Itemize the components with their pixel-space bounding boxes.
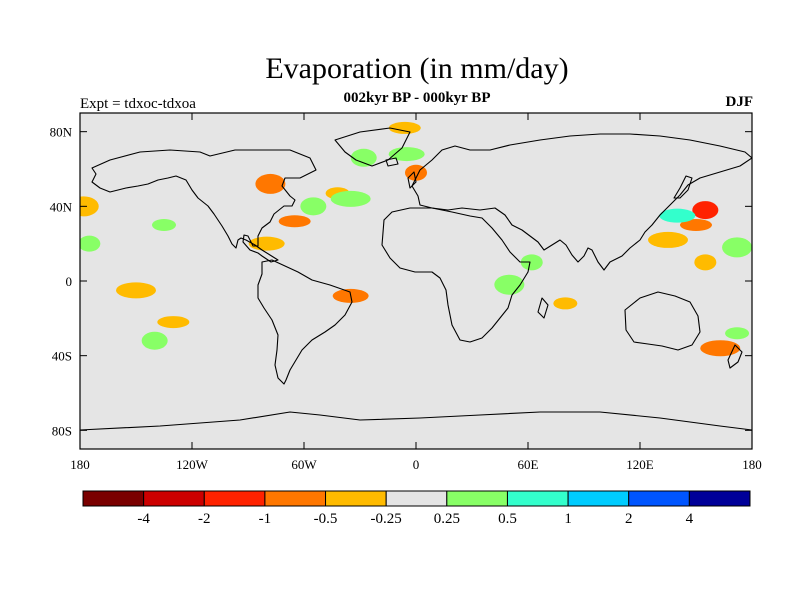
colorbar-label: -4 xyxy=(137,511,150,527)
anomaly-patch xyxy=(680,219,712,231)
season-label: DJF xyxy=(725,94,754,110)
colorbar-box xyxy=(506,490,569,507)
lat-tick-label: 0 xyxy=(66,274,73,289)
anomaly-patch xyxy=(80,235,101,252)
colorbar-label: -0.25 xyxy=(371,511,402,527)
anomaly-patch xyxy=(648,231,688,248)
colorbar-box xyxy=(325,490,387,507)
anomaly-patch xyxy=(157,316,190,329)
lon-tick-label: 60W xyxy=(291,457,317,472)
lon-tick-label: 180 xyxy=(742,457,762,472)
coastline-japan xyxy=(673,175,693,199)
colorbar-box xyxy=(567,490,630,507)
anomaly-patch xyxy=(520,254,543,271)
coastlines xyxy=(80,127,752,431)
colorbar-box xyxy=(446,490,508,507)
map-subtitle: 002kyr BP - 000kyr BP xyxy=(343,90,491,106)
anomaly-patch xyxy=(659,208,696,223)
colorbar-box xyxy=(82,490,145,507)
anomaly-patch xyxy=(700,340,741,357)
colorbar-box xyxy=(203,490,266,507)
coastline-antarctica xyxy=(80,411,752,431)
colorbar-label: 0.5 xyxy=(498,511,517,527)
anomaly-patch xyxy=(692,201,719,220)
colorbar-box xyxy=(264,490,327,507)
anomaly-patch xyxy=(300,197,327,216)
lon-tick-label: 120W xyxy=(176,457,209,472)
map-title: Evaporation (in mm/day) xyxy=(265,52,569,85)
axis-ticks: 80N 40N 0 40S 80S 180 120W 60W 0 60E 120E 180 xyxy=(50,113,762,472)
anomaly-patch xyxy=(255,173,286,194)
lon-tick-label: 180 xyxy=(70,457,90,472)
anomaly-patch xyxy=(116,282,156,299)
anomaly-patch xyxy=(388,121,421,134)
coastline-madagascar xyxy=(537,297,549,319)
anomaly-patch xyxy=(152,219,176,231)
anomaly-patch xyxy=(248,236,285,251)
lat-tick-label: 80N xyxy=(50,125,73,140)
colorbar-label: 0.25 xyxy=(434,511,460,527)
coastline-new-zealand xyxy=(727,344,743,369)
colorbar: -4 -2 -1 -0.5 -0.25 0.25 0.5 1 2 4 xyxy=(82,490,751,527)
coastline-greenland xyxy=(334,127,411,167)
lat-tick-label: 40S xyxy=(52,349,72,364)
colorbar-label: 4 xyxy=(686,511,694,527)
colorbar-box xyxy=(628,490,690,507)
colorbar-label: 2 xyxy=(625,511,633,527)
coastline-australia xyxy=(624,291,701,351)
coastline-uk xyxy=(407,171,417,189)
coastline-eurasia xyxy=(411,133,752,271)
anomaly-patch xyxy=(722,237,752,258)
coastline-iceland xyxy=(385,157,399,167)
colorbar-box xyxy=(688,490,751,507)
anomaly-patch xyxy=(553,297,578,310)
colorbar-label: -2 xyxy=(198,511,211,527)
colorbar-box xyxy=(385,490,448,507)
anomaly-patch xyxy=(278,215,311,228)
coastline-south-america xyxy=(257,259,353,385)
lon-tick-label: 120E xyxy=(626,457,654,472)
colorbar-label: -0.5 xyxy=(314,511,338,527)
colorbar-label: 1 xyxy=(564,511,572,527)
map-frame-background xyxy=(80,113,752,449)
lon-tick-label: 0 xyxy=(413,457,420,472)
anomaly-patch xyxy=(350,148,377,167)
coastline-north-america xyxy=(91,149,317,263)
experiment-label: Expt = tdxoc-tdxoa xyxy=(80,96,196,112)
anomaly-patch xyxy=(388,147,425,162)
lon-tick-label: 60E xyxy=(518,457,539,472)
anomaly-patch xyxy=(141,331,168,350)
anomaly-patch xyxy=(725,327,750,340)
coastline-africa xyxy=(381,207,531,343)
colorbar-box xyxy=(143,490,205,507)
lat-tick-label: 40N xyxy=(50,199,73,214)
anomaly-patch xyxy=(694,254,717,271)
colorbar-label: -1 xyxy=(259,511,272,527)
anomaly-patch xyxy=(330,190,371,207)
anomaly-patch xyxy=(80,196,99,217)
lat-tick-label: 80S xyxy=(52,423,72,438)
